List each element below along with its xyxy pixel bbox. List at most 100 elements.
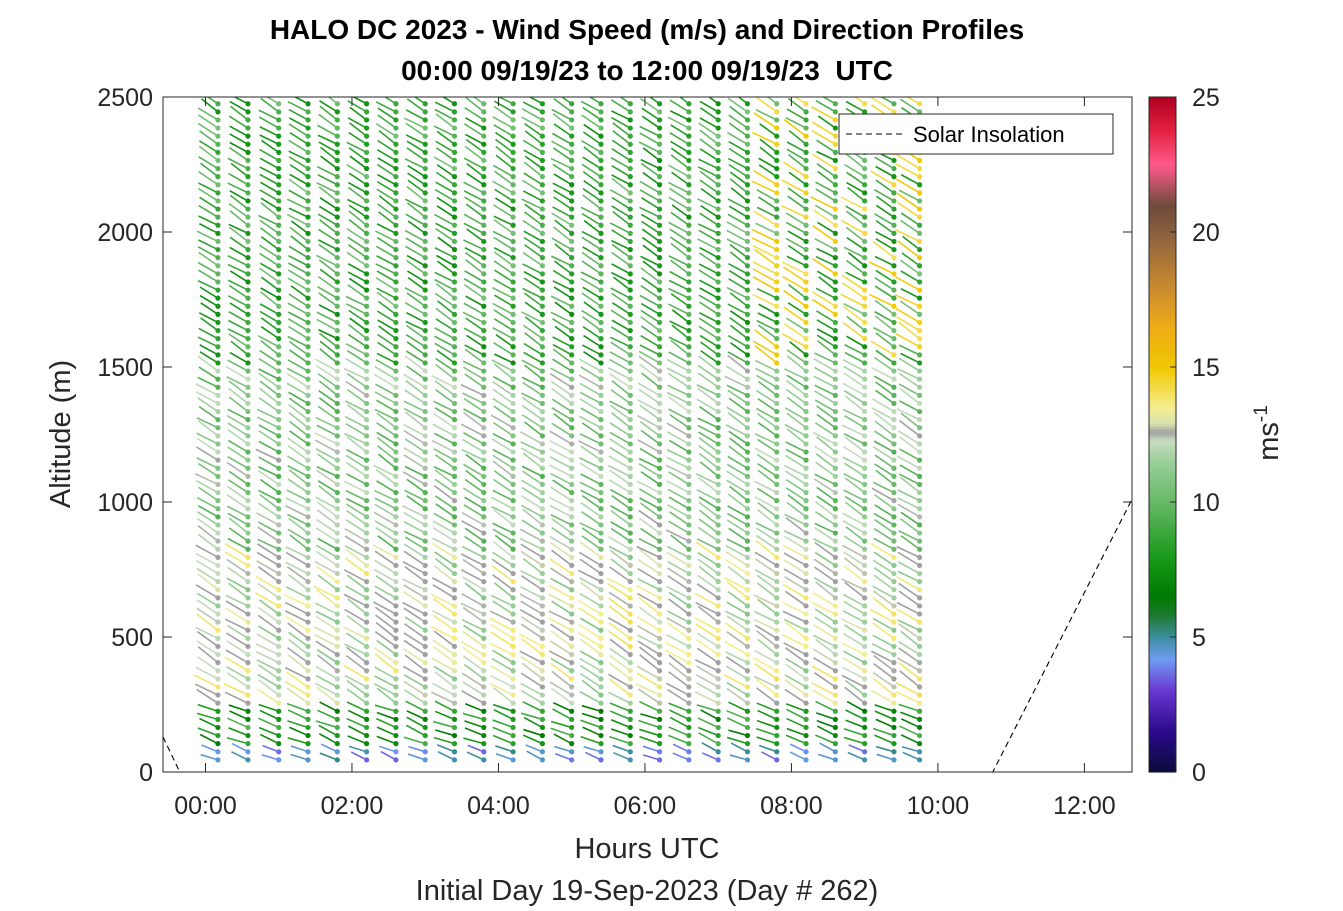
wind-point (686, 214, 692, 220)
wind-point (744, 400, 751, 407)
wind-point (715, 651, 721, 658)
wind-point (774, 579, 780, 585)
wind-point (334, 530, 340, 536)
wind-point (803, 263, 809, 269)
wind-point (422, 749, 428, 755)
wind-point (627, 587, 633, 593)
wind-point (451, 457, 458, 463)
wind-vector (345, 423, 368, 437)
wind-point (539, 117, 545, 123)
wind-point (916, 352, 923, 358)
wind-point (569, 327, 575, 334)
wind-vector (406, 710, 426, 721)
y-tick-label: 2500 (97, 84, 153, 112)
wind-vector (285, 671, 309, 688)
wind-vector (697, 476, 719, 494)
wind-vector (316, 318, 338, 332)
wind-point (891, 101, 897, 107)
wind-point (916, 190, 923, 196)
wind-vector (896, 601, 920, 615)
wind-point (862, 352, 868, 358)
wind-vector (347, 333, 368, 348)
wind-vector (727, 351, 748, 364)
wind-point (598, 449, 604, 455)
wind-vector (785, 703, 807, 712)
wind-point (916, 676, 923, 682)
wind-point (627, 741, 633, 747)
wind-vector (813, 538, 836, 550)
wind-point (539, 246, 545, 253)
wind-vector (347, 284, 368, 299)
wind-point (627, 749, 633, 755)
y-tick-label: 500 (111, 624, 153, 652)
wind-vector (843, 736, 865, 745)
wind-point (305, 554, 311, 560)
wind-vector (520, 574, 543, 591)
wind-vector (555, 753, 572, 761)
wind-point (656, 165, 663, 172)
wind-vector (872, 585, 895, 599)
wind-vector (757, 501, 778, 518)
wind-point (305, 530, 311, 536)
wind-point (305, 489, 311, 496)
colorbar-swatch (1149, 259, 1176, 263)
wind-vector (899, 400, 920, 413)
wind-vector (874, 213, 895, 226)
wind-vector (259, 303, 280, 316)
wind-vector (287, 513, 309, 526)
wind-vector (666, 456, 690, 469)
wind-point (686, 514, 692, 520)
wind-vector (548, 610, 573, 623)
wind-point (334, 287, 340, 293)
wind-point (832, 741, 838, 747)
wind-vector (754, 359, 778, 372)
wind-point (245, 465, 251, 471)
wind-vector (464, 284, 485, 299)
wind-point (305, 449, 311, 455)
wind-vector (582, 286, 602, 299)
wind-vector (402, 505, 426, 518)
colorbar-swatch (1149, 496, 1176, 500)
wind-point (686, 643, 692, 650)
wind-vector (898, 641, 921, 656)
wind-point (803, 538, 809, 544)
wind-point (510, 651, 516, 658)
wind-point (744, 263, 751, 269)
wind-point (305, 198, 311, 204)
colorbar-swatch (1149, 647, 1176, 652)
wind-vector (549, 456, 573, 469)
wind-point (393, 676, 399, 682)
wind-point (422, 327, 428, 334)
wind-vector (197, 646, 219, 664)
wind-point (744, 230, 751, 236)
wind-point (305, 700, 311, 706)
wind-point (686, 530, 692, 536)
wind-point (305, 165, 311, 172)
wind-vector (611, 251, 631, 267)
wind-point (393, 708, 399, 714)
wind-vector (609, 662, 631, 680)
wind-vector (550, 630, 573, 648)
wind-point (832, 271, 838, 277)
colorbar-swatch (1149, 294, 1176, 298)
colorbar-swatch (1149, 364, 1176, 368)
wind-vector (639, 294, 660, 307)
wind-point (832, 214, 838, 220)
wind-point (539, 392, 545, 398)
colorbar-swatch (1149, 515, 1176, 519)
wind-vector (766, 97, 778, 105)
wind-vector (756, 727, 778, 737)
wind-point (598, 603, 604, 609)
wind-vector (492, 574, 514, 591)
colorbar-swatch (1149, 402, 1176, 406)
wind-vector (813, 558, 836, 575)
wind-vector (899, 387, 921, 405)
wind-vector (376, 310, 397, 324)
wind-vector (348, 309, 368, 324)
wind-vector (611, 239, 631, 251)
wind-point (451, 327, 458, 334)
wind-vector (580, 100, 602, 113)
wind-vector (875, 745, 895, 753)
wind-point (481, 425, 487, 431)
wind-point (862, 198, 868, 204)
